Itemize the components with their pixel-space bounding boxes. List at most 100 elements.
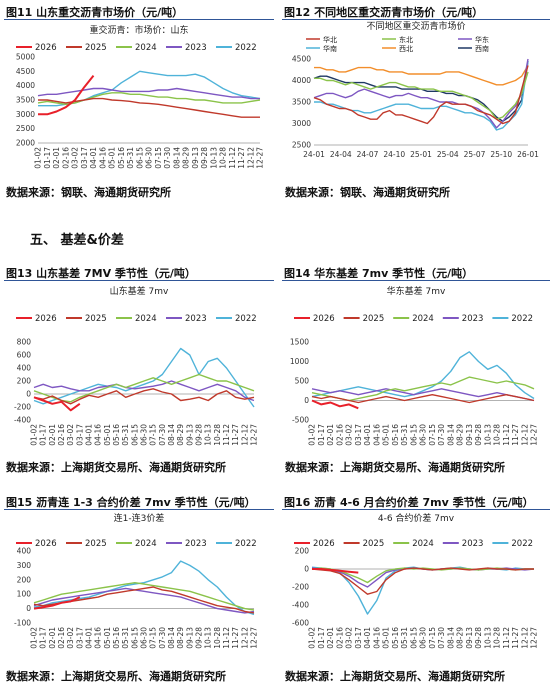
x-tick-label: 10-13: [209, 147, 218, 169]
y-tick-label: 500: [295, 377, 310, 386]
legend-label: 2024: [412, 539, 434, 549]
x-tick-label: 02-01: [52, 147, 61, 169]
x-tick-label: 09-28: [195, 627, 204, 649]
x-tick-label: 10-13: [204, 627, 213, 649]
chart-title: 华东基差 7mv: [387, 285, 446, 297]
series-line-2026: [311, 399, 359, 410]
x-tick-label: 11-12: [228, 147, 237, 169]
x-tick-label: 01-02: [30, 424, 39, 446]
source-note-15: 数据来源：上海期货交易所、海通期货研究所: [6, 670, 226, 683]
source-note-11: 数据来源：钢联、海通期货研究所: [6, 186, 171, 199]
x-tick-label: 01-17: [317, 424, 326, 446]
x-tick-label: 10-28: [219, 147, 228, 169]
chart-panel-16: 4-6 合约价差 7mv 2026 2025 2024 2023 2022 -600 -400…: [282, 511, 550, 662]
x-tick-label: 04-01: [89, 147, 98, 169]
y-tick-label: -400: [14, 416, 31, 425]
x-tick-label: 06-30: [140, 424, 149, 446]
x-tick-label: 08-29: [456, 424, 465, 446]
x-tick-label: 09-28: [474, 424, 483, 446]
legend-label: 2023: [462, 314, 484, 324]
x-tick-label: 08-14: [446, 424, 455, 446]
source-note-12: 数据来源：钢联、海通期货研究所: [285, 186, 450, 199]
y-tick-label: -500: [292, 416, 309, 425]
x-tick-label: 06-15: [130, 627, 139, 649]
y-tick-label: 4000: [16, 81, 35, 90]
x-tick-label: 01-17: [39, 424, 48, 446]
x-tick-label: 05-01: [382, 627, 391, 649]
x-tick-label: 04-01: [363, 424, 372, 446]
legend-label: 2022: [511, 539, 533, 549]
x-tick-label: 06-15: [409, 627, 418, 649]
series-line-2023: [33, 380, 255, 402]
x-tick-label: 08-29: [456, 627, 465, 649]
x-tick-label: 12-12: [240, 627, 249, 649]
y-tick-label: 0: [304, 565, 309, 574]
x-tick-label: 06-30: [140, 627, 149, 649]
x-tick-label: 08-14: [167, 627, 176, 649]
series-line-2024: [311, 567, 534, 584]
y-tick-label: 400: [17, 547, 32, 556]
x-tick-label: 05-16: [391, 627, 400, 649]
x-tick-label: 03-02: [345, 424, 354, 446]
legend-label: 2025: [85, 539, 107, 549]
x-tick-label: 08-14: [167, 424, 176, 446]
source-note-14: 数据来源：上海期货交易所、海通期货研究所: [285, 461, 505, 474]
legend-label: 西北: [399, 45, 413, 53]
x-tick-label: 11-12: [502, 627, 511, 649]
x-tick-label: 11-27: [237, 147, 246, 169]
x-tick-label: 02-16: [57, 627, 66, 649]
y-tick-label: 1000: [290, 357, 309, 366]
chart-14-svg: 华东基差 7mv 2026 2025 2024 2023 2022 -500 0 500 1000…: [290, 285, 539, 446]
chart-title: 4-6 合约价差 7mv: [378, 512, 455, 524]
legend-label: 2023: [185, 43, 207, 53]
y-tick-label: 3000: [292, 119, 311, 128]
x-tick-label: 07-30: [437, 627, 446, 649]
legend-label: 2022: [235, 539, 257, 549]
chart-panel-15: 连1-连3价差 2026 2025 2024 2023 2022 -100 0 100 200 30…: [4, 511, 274, 662]
y-tick-label: 200: [17, 575, 32, 584]
x-tick-label: 03-17: [80, 147, 89, 169]
chart-title: 连1-连3价差: [114, 512, 165, 524]
y-tick-label: 4500: [292, 55, 311, 64]
x-tick-label: 10-13: [483, 424, 492, 446]
x-tick-label: 11-27: [231, 424, 240, 446]
x-tick-label: 08-14: [172, 147, 181, 169]
x-tick-label: 06-15: [130, 424, 139, 446]
x-tick-label: 04-16: [372, 627, 381, 649]
chart-16-svg: 4-6 合约价差 7mv 2026 2025 2024 2023 2022 -600 -400…: [292, 512, 539, 649]
x-tick-label: 12-12: [520, 424, 529, 446]
x-tick-label: 03-17: [354, 627, 363, 649]
source-note-16: 数据来源：上海期货交易所、海通期货研究所: [285, 670, 505, 683]
x-tick-label: 10-28: [213, 424, 222, 446]
series-line-2026: [33, 396, 81, 412]
series-line-2025: [311, 567, 534, 595]
legend-label: 2023: [185, 314, 207, 324]
legend-label: 2024: [135, 539, 157, 549]
x-tick-label: 01-02: [308, 627, 317, 649]
x-tick-label: 07-15: [149, 627, 158, 649]
y-tick-label: 0: [304, 396, 309, 405]
x-tick-label: 12-27: [250, 424, 259, 446]
legend-label: 2026: [35, 539, 57, 549]
x-tick-label: 08-29: [182, 147, 191, 169]
chart-11-svg: 重交沥青：市场价：山东 2026 2025 2024 2023 2022 2000 2500 3…: [16, 24, 265, 169]
legend-label: 2025: [85, 314, 107, 324]
source-note-13: 数据来源：上海期货交易所、海通期货研究所: [6, 461, 226, 474]
legend-label: 华东: [475, 35, 489, 44]
x-tick-label: 12-27: [256, 147, 265, 169]
x-tick-label: 11-12: [222, 627, 231, 649]
x-tick-label: 03-02: [66, 424, 75, 446]
y-tick-label: -100: [14, 619, 31, 628]
legend-label: 2024: [135, 43, 157, 53]
series-line-东北: [314, 71, 529, 120]
legend-label: 2024: [135, 314, 157, 324]
x-tick-label: 10-13: [483, 627, 492, 649]
y-tick-label: 200: [295, 547, 310, 556]
y-tick-label: 2500: [16, 124, 35, 133]
x-tick-label: 04-01: [85, 424, 94, 446]
x-tick-label: 05-01: [103, 627, 112, 649]
chart-15-svg: 连1-连3价差 2026 2025 2024 2023 2022 -100 0 100 200 30…: [14, 512, 259, 649]
legend-label: 华南: [323, 44, 337, 53]
legend-label: 西南: [475, 44, 489, 53]
y-tick-label: -400: [292, 601, 309, 610]
